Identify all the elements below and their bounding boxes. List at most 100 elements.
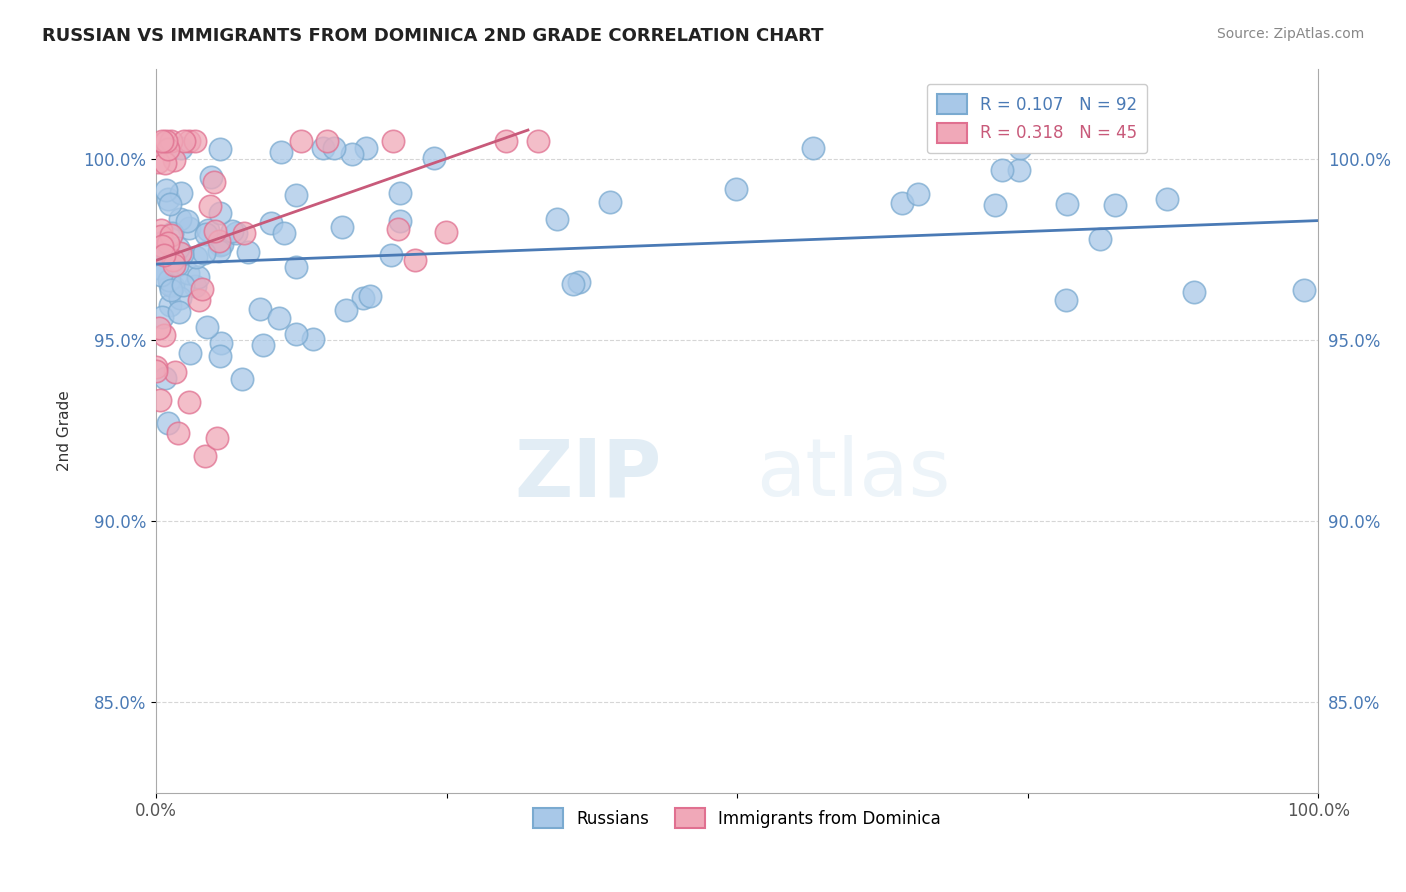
Point (387, 221, 409, 235)
Point (146, 155, 169, 169)
Point (167, 305, 190, 319)
Point (209, 349, 232, 363)
Point (302, 332, 325, 346)
Point (205, 432, 228, 446)
Point (252, 337, 274, 351)
Point (990, 163, 1012, 178)
Point (187, 270, 209, 285)
Point (155, 134, 177, 148)
Point (193, 246, 215, 260)
Point (389, 213, 412, 227)
Point (285, 188, 308, 202)
Point (177, 134, 200, 148)
Point (801, 141, 824, 155)
Point (198, 199, 221, 213)
Point (160, 227, 183, 241)
Point (1008, 141, 1031, 155)
Point (169, 291, 191, 305)
Point (149, 229, 172, 244)
Point (330, 219, 353, 234)
Point (148, 242, 170, 256)
Point (170, 247, 193, 261)
Point (211, 237, 233, 252)
Point (208, 235, 231, 249)
Point (149, 392, 172, 407)
Point (191, 282, 214, 296)
Point (159, 134, 181, 148)
Point (197, 223, 219, 237)
Point (162, 253, 184, 268)
Point (208, 205, 231, 219)
Point (322, 141, 344, 155)
Point (1182, 285, 1205, 299)
Point (184, 134, 207, 148)
Point (152, 235, 174, 249)
Point (285, 260, 308, 275)
Point (388, 186, 411, 200)
Point (163, 365, 186, 379)
Point (1104, 198, 1126, 212)
Point (260, 215, 283, 229)
Point (163, 259, 186, 273)
Point (1088, 232, 1111, 246)
Point (434, 225, 457, 239)
Point (316, 134, 339, 148)
Point (200, 169, 222, 184)
Point (231, 372, 253, 386)
Point (188, 293, 211, 307)
Point (173, 134, 195, 148)
Point (179, 395, 201, 409)
Point (359, 289, 381, 303)
Point (172, 277, 194, 292)
Point (1008, 163, 1031, 178)
Point (1292, 284, 1315, 298)
Point (290, 134, 312, 148)
Point (547, 212, 569, 227)
Point (176, 214, 198, 228)
Y-axis label: 2nd Grade: 2nd Grade (58, 390, 72, 471)
Point (156, 235, 179, 250)
Point (150, 223, 173, 237)
Point (204, 224, 226, 238)
Point (146, 260, 169, 275)
Point (166, 258, 188, 272)
Point (149, 268, 172, 283)
Text: Source: ZipAtlas.com: Source: ZipAtlas.com (1216, 27, 1364, 41)
Point (221, 224, 243, 238)
Point (352, 291, 374, 305)
Point (177, 266, 200, 280)
Point (208, 142, 231, 156)
Point (179, 346, 201, 360)
Point (153, 248, 176, 262)
Point (209, 336, 232, 351)
Point (1056, 197, 1078, 211)
Point (157, 273, 180, 287)
Point (495, 134, 517, 148)
Point (354, 141, 377, 155)
Point (380, 248, 402, 262)
Point (186, 250, 208, 264)
Point (404, 253, 426, 268)
Point (160, 228, 183, 243)
Point (160, 283, 183, 297)
Point (267, 310, 290, 325)
Point (148, 321, 170, 335)
Point (184, 279, 207, 293)
Point (149, 240, 172, 254)
Point (422, 151, 444, 165)
Point (284, 326, 307, 341)
Point (156, 192, 179, 206)
Point (148, 261, 170, 276)
Point (152, 136, 174, 150)
Legend: Russians, Immigrants from Dominica: Russians, Immigrants from Dominica (527, 801, 948, 835)
Point (159, 196, 181, 211)
Point (724, 182, 747, 196)
Text: atlas: atlas (756, 435, 950, 513)
Point (195, 227, 218, 242)
Point (340, 147, 363, 161)
Point (159, 298, 181, 312)
Point (170, 186, 193, 200)
Point (153, 156, 176, 170)
Point (983, 198, 1005, 212)
Point (156, 417, 179, 431)
